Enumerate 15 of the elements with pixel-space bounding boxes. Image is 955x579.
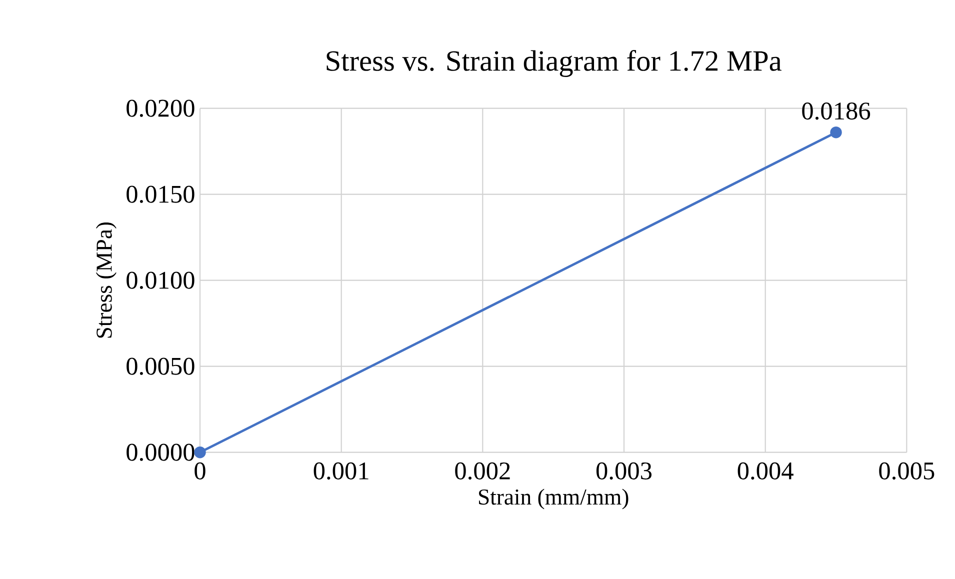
x-tick-label: 0.001 bbox=[314, 462, 368, 480]
x-tick-label: 0 bbox=[194, 462, 206, 480]
x-tick-label: 0.004 bbox=[738, 462, 794, 480]
x-tick-label: 0.002 bbox=[455, 462, 510, 480]
data-label: 0.0186 bbox=[802, 102, 870, 120]
y-tick-label: 0.0000 bbox=[126, 444, 194, 461]
x-tick-label: 0.005 bbox=[879, 462, 934, 480]
x-axis-title: Strain (mm/mm) bbox=[479, 488, 628, 510]
y-tick-label: 0.0150 bbox=[126, 186, 194, 203]
y-tick-label: 0.0100 bbox=[126, 272, 194, 289]
y-tick-label: 0.0050 bbox=[126, 358, 194, 375]
chart-title: Stress vs. Strain diagram for 1.72 MPa bbox=[326, 50, 782, 77]
y-axis-title: Stress (MPa) bbox=[96, 222, 116, 338]
x-tick-label: 0.003 bbox=[596, 462, 652, 480]
y-tick-label: 0.0200 bbox=[126, 100, 194, 117]
